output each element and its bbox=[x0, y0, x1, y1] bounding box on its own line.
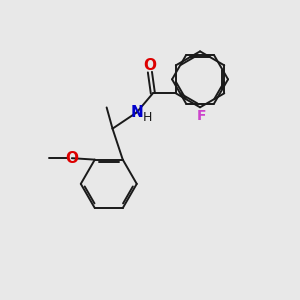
Text: O: O bbox=[143, 58, 156, 73]
Text: N: N bbox=[130, 105, 143, 120]
Text: O: O bbox=[65, 151, 78, 166]
Text: F: F bbox=[197, 109, 206, 122]
Text: H: H bbox=[143, 111, 152, 124]
